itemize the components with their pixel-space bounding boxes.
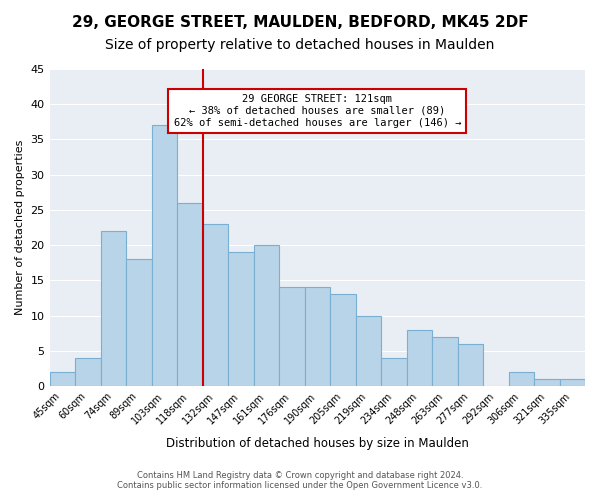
Bar: [254, 245, 279, 386]
Text: 29 GEORGE STREET: 121sqm
← 38% of detached houses are smaller (89)
62% of semi-d: 29 GEORGE STREET: 121sqm ← 38% of detach…: [173, 94, 461, 128]
Bar: [534, 379, 560, 386]
Bar: [228, 252, 254, 386]
Bar: [177, 203, 203, 386]
Bar: [305, 288, 330, 386]
Bar: [381, 358, 407, 386]
Text: Size of property relative to detached houses in Maulden: Size of property relative to detached ho…: [106, 38, 494, 52]
Y-axis label: Number of detached properties: Number of detached properties: [15, 140, 25, 315]
Bar: [126, 259, 152, 386]
Bar: [50, 372, 75, 386]
Bar: [152, 126, 177, 386]
Bar: [101, 231, 126, 386]
Bar: [407, 330, 432, 386]
Text: Contains HM Land Registry data © Crown copyright and database right 2024.
Contai: Contains HM Land Registry data © Crown c…: [118, 470, 482, 490]
Bar: [356, 316, 381, 386]
Bar: [509, 372, 534, 386]
Bar: [203, 224, 228, 386]
Text: 29, GEORGE STREET, MAULDEN, BEDFORD, MK45 2DF: 29, GEORGE STREET, MAULDEN, BEDFORD, MK4…: [71, 15, 529, 30]
Bar: [458, 344, 483, 386]
Bar: [75, 358, 101, 386]
X-axis label: Distribution of detached houses by size in Maulden: Distribution of detached houses by size …: [166, 437, 469, 450]
Bar: [432, 336, 458, 386]
Bar: [560, 379, 585, 386]
Bar: [330, 294, 356, 386]
Bar: [279, 288, 305, 386]
